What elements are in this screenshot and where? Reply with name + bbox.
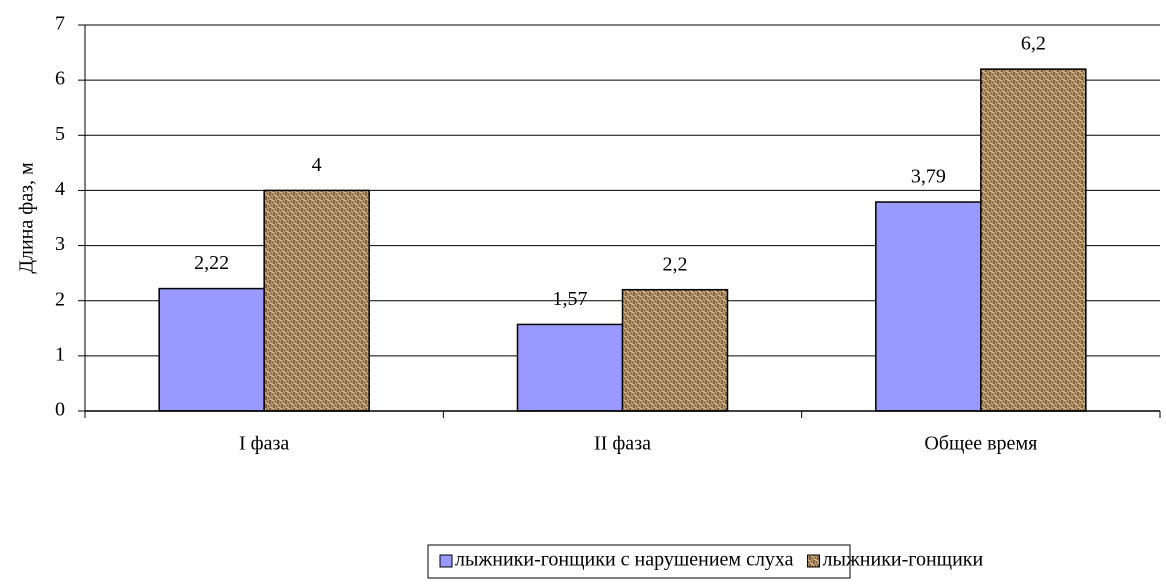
bar	[875, 201, 982, 412]
x-tick-label: Общее время	[924, 433, 1037, 455]
y-tick-label: 3	[55, 233, 65, 255]
data-label: 4	[312, 154, 322, 176]
bar	[516, 323, 624, 412]
data-label: 1,57	[553, 288, 588, 310]
x-tick-label: I фаза	[239, 433, 289, 455]
data-label: 2,2	[663, 253, 688, 275]
y-axis-label: Длина фаз, м	[16, 162, 38, 274]
legend-swatch	[807, 554, 821, 568]
y-tick-label: 5	[55, 123, 65, 145]
y-tick-label: 7	[55, 13, 65, 35]
y-tick-label: 2	[55, 288, 65, 310]
bar	[621, 288, 729, 412]
legend-box	[427, 544, 851, 579]
y-tick-label: 4	[55, 178, 65, 200]
y-tick-label: 6	[55, 68, 65, 90]
bar	[158, 287, 265, 412]
data-label: 2,22	[194, 252, 229, 274]
legend-label: лыжники-гонщики	[823, 549, 984, 571]
y-tick-label: 1	[55, 343, 65, 365]
legend-label: лыжники-гонщики с нарушением слуха	[455, 549, 794, 571]
bar	[980, 68, 1087, 412]
x-tick-label: II фаза	[594, 433, 651, 455]
y-tick-label: 0	[55, 399, 65, 421]
bar	[263, 189, 370, 412]
data-label: 6,2	[1021, 33, 1046, 55]
data-label: 3,79	[911, 166, 946, 188]
legend-swatch	[439, 554, 453, 568]
